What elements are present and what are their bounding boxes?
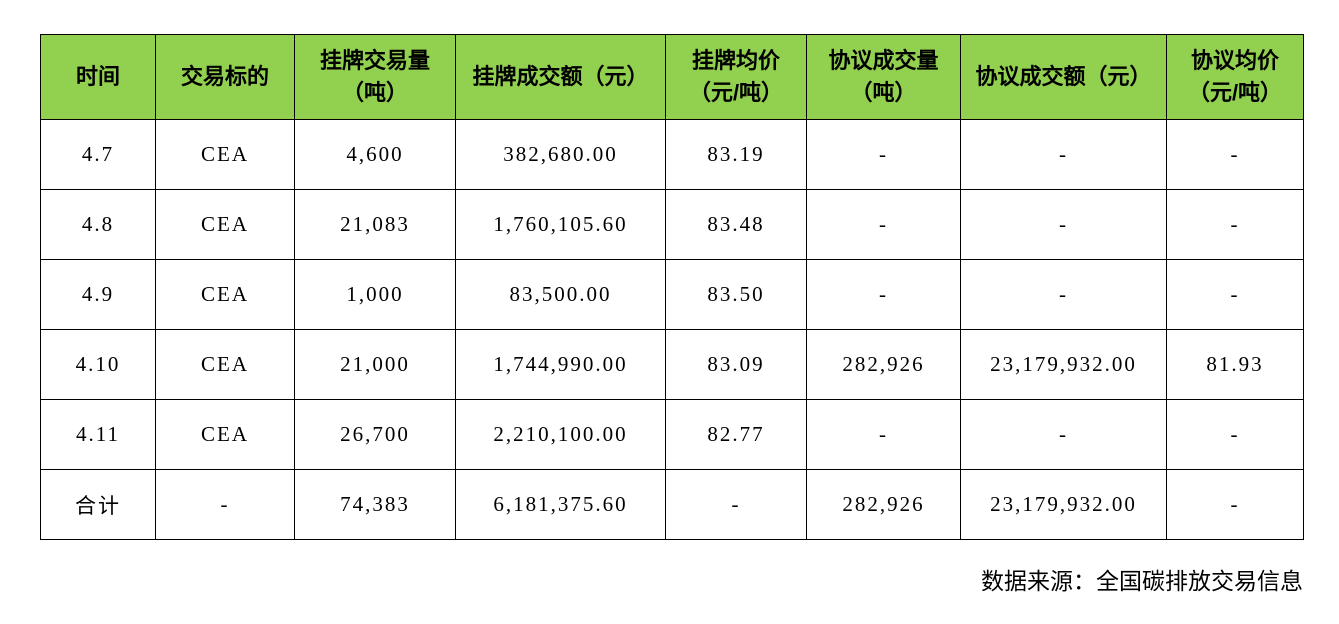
table-cell: - xyxy=(960,189,1167,260)
table-cell: 21,083 xyxy=(294,189,456,260)
table-row-2: 4.9 CEA 1,000 83,500.00 83.50- - - xyxy=(40,259,1304,330)
table-cell: CEA xyxy=(155,189,295,260)
table-cell: 83.48 xyxy=(665,189,807,260)
table-cell: 282,926 xyxy=(806,329,961,400)
header-cell-4: 挂牌均价 （元/吨） xyxy=(665,34,807,120)
table-cell: - xyxy=(806,189,961,260)
header-cell-7: 协议均价 （元/吨） xyxy=(1166,34,1304,120)
table-cell: 4,600 xyxy=(294,119,456,190)
header-sublabel: （吨） xyxy=(341,80,408,105)
table-cell: 26,700 xyxy=(294,399,456,470)
header-cell-2: 挂牌交易量 （吨） xyxy=(294,34,456,120)
header-label: 挂牌交易量 xyxy=(319,48,430,74)
table-cell: 4.7 xyxy=(40,119,156,190)
table-row-5: 合计 -74,383 6,181,375.60-282,926 23,179,932.… xyxy=(40,469,1304,540)
table-cell: 23,179,932.00 xyxy=(960,329,1167,400)
table-cell: CEA xyxy=(155,399,295,470)
table-cell: 21,000 xyxy=(294,329,456,400)
table-cell: 4.10 xyxy=(40,329,156,400)
table-row-4: 4.11 CEA 26,700 2,210,100.00 82.77- - - xyxy=(40,399,1304,470)
table-cell: - xyxy=(1166,119,1304,190)
header-sublabel: （吨） xyxy=(850,80,917,105)
table-cell: 83.19 xyxy=(665,119,807,190)
table-cell: 合计 xyxy=(40,469,156,540)
table-cell: - xyxy=(960,399,1167,470)
table-cell: - xyxy=(1166,259,1304,330)
table-cell: - xyxy=(1166,189,1304,260)
table-cell: 4.11 xyxy=(40,399,156,470)
table-row-3: 4.10 CEA 21,000 1,744,990.00 83.09 282,926 23,… xyxy=(40,329,1304,400)
header-cell-1: 交易标的 xyxy=(155,34,295,120)
table-cell: - xyxy=(665,469,807,540)
header-label: 时间 xyxy=(75,64,120,90)
table-cell: - xyxy=(806,259,961,330)
header-sublabel: （元/吨） xyxy=(688,80,784,105)
table-cell: 83.09 xyxy=(665,329,807,400)
table-cell: 81.93 xyxy=(1166,329,1304,400)
table-cell: CEA xyxy=(155,259,295,330)
header-row: 时间 交易标的 挂牌交易量 （吨） 挂牌成交额（元） 挂牌均价 （元/吨） 协议成交量 （吨）协… xyxy=(40,34,1304,120)
data-source-note: 数据来源：全国碳排放交易信息 xyxy=(981,569,1303,594)
table-cell: 2,210,100.00 xyxy=(455,399,666,470)
table-cell: 1,744,990.00 xyxy=(455,329,666,400)
table-cell: - xyxy=(1166,469,1304,540)
table-cell: - xyxy=(155,469,295,540)
table-body: 4.7 CEA 4,600 382,680.00 83.19- - -4.8 CEA 21,08… xyxy=(40,119,1304,540)
table-cell: 82.77 xyxy=(665,399,807,470)
table-cell: 4.8 xyxy=(40,189,156,260)
table-cell: 83.50 xyxy=(665,259,807,330)
header-cell-0: 时间 xyxy=(40,34,156,120)
header-cell-6: 协议成交额（元） xyxy=(960,34,1167,120)
header-label: 协议均价 xyxy=(1190,48,1279,74)
table-cell: CEA xyxy=(155,119,295,190)
carbon-trading-table: 时间 交易标的 挂牌交易量 （吨） 挂牌成交额（元） 挂牌均价 （元/吨） 协议成交量 （吨）协… xyxy=(40,34,1304,540)
table-cell: 4.9 xyxy=(40,259,156,330)
table-cell: 1,000 xyxy=(294,259,456,330)
table-row-0: 4.7 CEA 4,600 382,680.00 83.19- - - xyxy=(40,119,1304,190)
table-cell: - xyxy=(960,259,1167,330)
header-label: 挂牌均价 xyxy=(691,48,780,74)
table-cell: 74,383 xyxy=(294,469,456,540)
header-label: 协议成交额（元） xyxy=(975,64,1152,90)
table-cell: 83,500.00 xyxy=(455,259,666,330)
table-cell: 382,680.00 xyxy=(455,119,666,190)
header-sublabel: （元/吨） xyxy=(1187,80,1283,105)
table-row-1: 4.8 CEA 21,083 1,760,105.60 83.48- - - xyxy=(40,189,1304,260)
table-cell: - xyxy=(806,119,961,190)
table-cell: 282,926 xyxy=(806,469,961,540)
table-cell: 6,181,375.60 xyxy=(455,469,666,540)
header-cell-3: 挂牌成交额（元） xyxy=(455,34,666,120)
table-cell: - xyxy=(960,119,1167,190)
table-cell: 1,760,105.60 xyxy=(455,189,666,260)
header-label: 交易标的 xyxy=(180,64,269,90)
header-label: 挂牌成交额（元） xyxy=(472,64,649,90)
table-header: 时间 交易标的 挂牌交易量 （吨） 挂牌成交额（元） 挂牌均价 （元/吨） 协议成交量 （吨）协… xyxy=(40,34,1304,120)
header-cell-5: 协议成交量 （吨） xyxy=(806,34,961,120)
header-label: 协议成交量 xyxy=(828,48,939,74)
table-cell: 23,179,932.00 xyxy=(960,469,1167,540)
table-cell: - xyxy=(1166,399,1304,470)
table-cell: CEA xyxy=(155,329,295,400)
table-cell: - xyxy=(806,399,961,470)
